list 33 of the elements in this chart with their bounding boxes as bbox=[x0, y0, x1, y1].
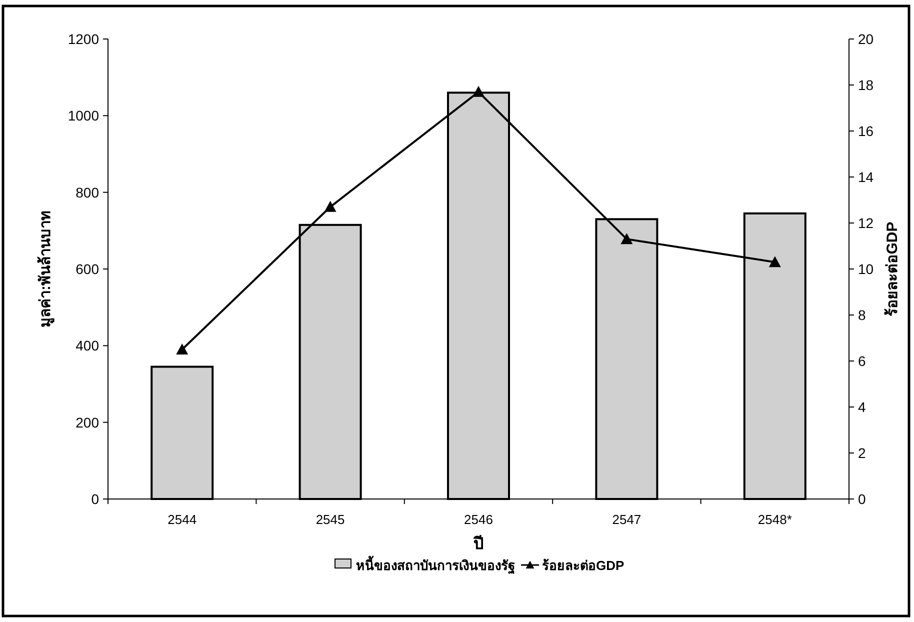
legend-label: หนี้ของสถาบันการเงินของรัฐ bbox=[356, 555, 515, 575]
y-tick-label: 600 bbox=[76, 261, 100, 277]
y-tick-label: 0 bbox=[91, 491, 100, 507]
y2-axis-title: ร้อยละต่อGDP bbox=[884, 222, 901, 316]
y2-tick-label: 18 bbox=[858, 77, 874, 93]
y2-tick-label: 16 bbox=[858, 123, 874, 139]
y-tick-label: 1000 bbox=[68, 108, 100, 124]
y-axis-title: มูลค่า:พันล้านบาท bbox=[37, 210, 55, 328]
y2-tick-label: 14 bbox=[858, 169, 874, 185]
x-tick-label: 2546 bbox=[464, 512, 493, 527]
x-tick-label: 2545 bbox=[316, 512, 345, 527]
y2-tick-label: 0 bbox=[858, 491, 866, 507]
y-tick-label: 1200 bbox=[68, 31, 100, 47]
y2-tick-label: 20 bbox=[858, 31, 874, 47]
point bbox=[620, 233, 633, 244]
y-tick-label: 400 bbox=[76, 338, 100, 354]
x-tick-label: 2547 bbox=[612, 512, 642, 527]
y2-tick-label: 6 bbox=[858, 353, 866, 369]
x-tick-label: 2544 bbox=[168, 512, 197, 527]
x-tick-label: 2548* bbox=[758, 512, 792, 527]
y2-tick-label: 2 bbox=[858, 445, 866, 461]
y-tick-label: 800 bbox=[76, 184, 100, 200]
point bbox=[472, 86, 484, 97]
y2-tick-label: 8 bbox=[858, 307, 866, 323]
point bbox=[176, 344, 188, 354]
legend-label: ร้อยละต่อGDP bbox=[542, 558, 624, 573]
y2-tick-label: 4 bbox=[858, 399, 866, 415]
point bbox=[768, 256, 781, 268]
y-tick-label: 200 bbox=[76, 414, 100, 430]
x-axis-title: ปี bbox=[472, 534, 484, 553]
y2-tick-label: 12 bbox=[858, 215, 874, 231]
point bbox=[324, 200, 336, 212]
y2-tick-label: 10 bbox=[858, 261, 874, 277]
